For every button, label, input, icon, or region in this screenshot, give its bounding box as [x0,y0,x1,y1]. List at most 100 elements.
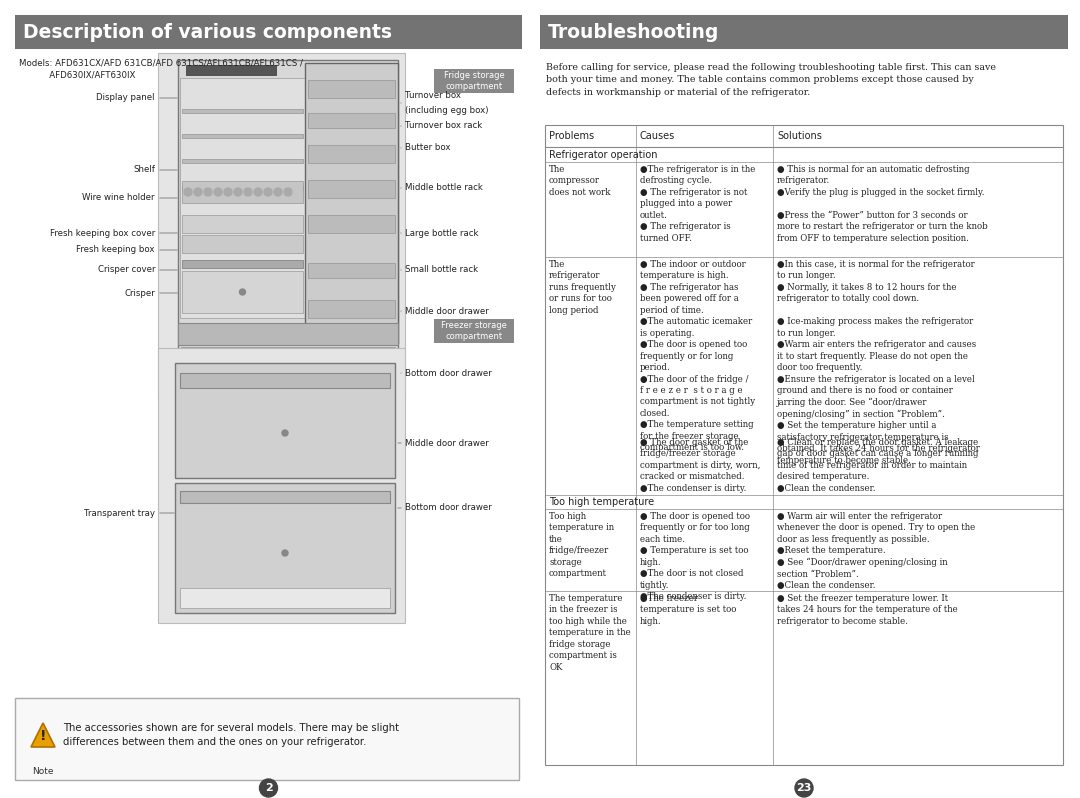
Bar [308,263,395,278]
Circle shape [274,188,282,196]
Text: The accessories shown are for several models. There may be slight
differences be: The accessories shown are for several mo… [63,723,399,747]
Text: Fresh keeping box: Fresh keeping box [77,246,156,255]
Text: Bottom door drawer: Bottom door drawer [405,504,491,512]
Text: Large bottle rack: Large bottle rack [405,228,478,238]
Bar [178,60,399,393]
Text: 23: 23 [796,783,812,793]
Text: The
compressor
does not work: The compressor does not work [549,165,610,197]
Circle shape [284,188,292,196]
Circle shape [254,188,262,196]
Text: Freezer storage
compartment: Freezer storage compartment [441,321,507,341]
Bar [434,69,514,93]
Bar [180,588,390,608]
Bar [158,53,405,398]
Bar [183,186,303,190]
Text: Display panel: Display panel [96,93,156,102]
Text: Turnover box rack: Turnover box rack [405,121,483,131]
Text: Crisper cover: Crisper cover [97,266,156,275]
Text: Troubleshooting: Troubleshooting [548,22,719,41]
Bar [183,134,303,138]
Bar [158,348,405,623]
Text: ● The door gasket of the
fridge/freezer storage
compartment is dirty, worn,
crac: ● The door gasket of the fridge/freezer … [639,438,760,493]
Bar [175,363,395,478]
Bar [540,15,1068,49]
Text: Crisper: Crisper [124,289,156,298]
Bar [183,181,303,203]
Bar [434,319,514,343]
Bar [308,215,395,233]
Text: Causes: Causes [639,131,675,141]
Text: Butter box: Butter box [405,144,450,152]
Text: The temperature
in the freezer is
too high while the
temperature in the
fridge s: The temperature in the freezer is too hi… [549,594,631,672]
Bar [181,392,395,395]
Text: Middle door drawer: Middle door drawer [405,306,489,315]
Circle shape [282,550,288,556]
Bar [183,235,303,253]
Text: Problems: Problems [549,131,594,141]
Text: Fridge storage
compartment: Fridge storage compartment [444,71,504,91]
Text: Too high temperature: Too high temperature [549,497,654,507]
Bar [308,113,395,128]
Text: ● The door is opened too
frequently or for too long
each time.
● Temperature is : ● The door is opened too frequently or f… [639,512,750,601]
Bar [308,80,395,98]
Bar [15,15,522,49]
Text: ●The freezer
temperature is set too
high.: ●The freezer temperature is set too high… [639,594,737,626]
Text: 2: 2 [265,783,272,793]
Bar [180,491,390,503]
Text: ● Clean or replace the door gasket. A leakage
gap of door gasket can cause a lon: ● Clean or replace the door gasket. A le… [777,438,978,493]
Bar [180,373,390,388]
Bar [183,109,303,113]
Bar [175,483,395,613]
Circle shape [224,188,232,196]
Text: The
refrigerator
runs frequently
or runs for too
long period: The refrigerator runs frequently or runs… [549,260,616,314]
Bar [183,215,303,233]
Polygon shape [31,723,55,747]
Circle shape [214,188,222,196]
Text: Solutions: Solutions [777,131,822,141]
Circle shape [240,289,245,295]
Text: Turnover box: Turnover box [405,91,461,100]
Bar [186,65,276,75]
Bar [308,300,395,318]
Circle shape [282,430,288,436]
Text: ● The indoor or outdoor
temperature is high.
● The refrigerator has
been powered: ● The indoor or outdoor temperature is h… [639,260,755,452]
Text: Transparent tray: Transparent tray [84,508,156,517]
Circle shape [234,188,242,196]
Circle shape [184,188,192,196]
Text: Wire wine holder: Wire wine holder [82,193,156,203]
Text: Middle door drawer: Middle door drawer [405,438,489,448]
Text: ●The refrigerator is in the
defrosting cycle.
● The refrigerator is not
plugged : ●The refrigerator is in the defrosting c… [639,165,755,243]
Text: !: ! [40,729,46,743]
Bar [183,260,303,268]
Text: (including egg box): (including egg box) [405,106,488,115]
Bar [178,323,399,345]
Bar [15,698,519,780]
Text: Models: AFD631CX/AFD 631CB/AFD 631CS/AFL631CB/AFL631CS /
           AFD630IX/AFT: Models: AFD631CX/AFD 631CB/AFD 631CS/AFL… [19,59,302,80]
Text: Before calling for service, please read the following troubleshooting table firs: Before calling for service, please read … [546,63,996,97]
Text: Middle bottle rack: Middle bottle rack [405,184,483,192]
Text: Small bottle rack: Small bottle rack [405,266,478,275]
Text: ● Set the freezer temperature lower. It
takes 24 hours for the temperature of th: ● Set the freezer temperature lower. It … [777,594,958,626]
Bar [308,180,395,198]
Bar [545,125,1063,765]
Circle shape [285,366,291,372]
Text: Bottom door drawer: Bottom door drawer [405,369,491,377]
Circle shape [264,188,272,196]
Text: ● This is normal for an automatic defrosting
refrigerator.
●Verify the plug is p: ● This is normal for an automatic defros… [777,165,987,243]
Text: ● Warm air will enter the refrigerator
whenever the door is opened. Try to open : ● Warm air will enter the refrigerator w… [777,512,975,591]
Circle shape [259,779,278,797]
Circle shape [194,188,202,196]
Text: Too high
temperature in
the
fridge/freezer
storage
compartment: Too high temperature in the fridge/freez… [549,512,615,579]
Text: Fresh keeping box cover: Fresh keeping box cover [50,228,156,238]
Circle shape [795,779,813,797]
Circle shape [244,188,252,196]
Bar [180,78,305,318]
Bar [308,145,395,163]
Bar [305,63,399,343]
Text: ●In this case, it is normal for the refrigerator
to run longer.
● Normally, it t: ●In this case, it is normal for the refr… [777,260,980,464]
Circle shape [204,188,212,196]
Text: Shelf: Shelf [133,165,156,175]
Bar [183,159,303,163]
Text: Note: Note [32,768,54,776]
Text: Refrigerator operation: Refrigerator operation [549,149,658,160]
